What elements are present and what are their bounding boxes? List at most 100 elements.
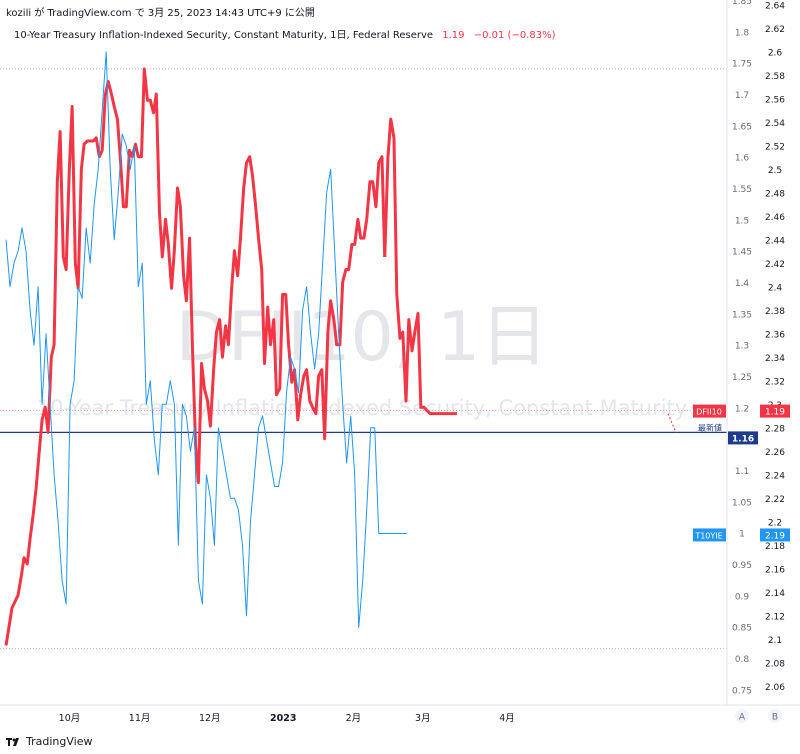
corner-button-label: A [739,713,746,723]
legend-change: −0.01 (−0.83%) [473,30,556,41]
right-tick-label: 2.6 [768,49,783,59]
chart-legend[interactable]: 10-Year Treasury Inflation-Indexed Secur… [14,26,556,41]
left-tick-label: 1.3 [735,342,749,352]
right-tick-label: 2.14 [765,589,785,599]
badge-value-box [760,528,790,542]
right-tick-label: 2.26 [765,448,785,458]
right-tick-label: 2.06 [765,683,785,693]
right-tick-label: 2.32 [765,378,785,388]
left-tick-label: 0.95 [732,561,752,571]
left-price-axis[interactable]: 0.75 0.8 0.85 0.9 0.95 1 1.05 1.1 1.15 1.2 1.25 1.3… [732,0,752,696]
time-tick-label: 2023 [270,713,296,724]
left-tick-label: 1.7 [735,91,749,101]
right-tick-label: 2.62 [765,25,785,35]
footer-brand-text: TradingView [26,735,93,748]
left-tick-label: 1.35 [732,310,752,320]
right-tick-label: 2.54 [765,119,785,129]
time-tick-label: 10月 [59,713,81,724]
right-tick-label: 2.22 [765,495,785,505]
right-tick-label: 2.08 [765,660,785,670]
right-tick-label: 2.1 [768,636,782,646]
footer-brand[interactable]: TradingView [6,735,92,748]
series-dfii10-tail-line [383,117,457,416]
left-tick-label: 1.1 [735,467,749,477]
reference-lines [0,68,727,650]
right-tick-label: 2.36 [765,331,785,341]
left-tick-label: 0.75 [732,686,752,696]
badge-value: 1.19 [765,408,785,418]
badge-value-box [728,431,758,445]
time-axis[interactable]: 10月 11月 12月 2023 2月 3月 4月 [59,713,515,724]
time-tick-label: 11月 [129,713,151,724]
left-tick-label: 1.8 [735,28,750,38]
badge-label: T10YIE [694,531,722,540]
watermark-title: DFII10, 1日 [176,298,549,377]
right-tick-label: 2.12 [765,613,785,623]
right-tick-label: 2.48 [765,190,785,200]
left-tick-label: 1.85 [732,0,752,7]
badge-dfii10: DFII10 1.19 [693,404,790,418]
left-tick-label: 1.65 [732,122,752,132]
left-tick-label: 1.75 [732,60,752,70]
series-t10yie-line [5,51,407,628]
right-tick-label: 2.28 [765,425,785,435]
watermark: DFII10, 1日 10-Year Treasury Inflation-In… [37,298,687,420]
right-tick-label: 2.16 [765,566,785,576]
price-badges: DFII10 1.19 最新値 1.16 T10YIE 2.19 [693,404,790,542]
badge-label-box [693,528,726,542]
corner-button-a[interactable]: A [735,709,749,723]
right-price-axis[interactable]: 2.06 2.08 2.1 2.12 2.14 2.16 2.18 2.2 2.22 2.24 2.… [765,2,785,694]
badge-label: 最新値 [698,422,722,432]
badge-label-box [693,404,726,418]
corner-button-bg [768,709,782,723]
right-tick-label: 2.46 [765,213,785,223]
badge-value: 2.19 [765,531,785,541]
left-tick-label: 0.8 [735,655,750,665]
time-tick-label: 4月 [499,713,515,724]
right-tick-label: 2.24 [765,472,785,482]
left-tick-label: 1.05 [732,498,752,508]
right-tick-label: 2.3 [768,401,782,411]
right-tick-label: 2.58 [765,72,785,82]
badge-value: 1.16 [732,434,754,444]
left-tick-label: 1.15 [732,436,752,446]
left-tick-label: 1.5 [735,216,749,226]
time-tick-label: 12月 [199,713,221,724]
right-tick-label: 2.5 [768,166,782,176]
right-tick-label: 2.64 [765,2,785,12]
left-tick-label: 1.45 [732,248,752,258]
right-tick-label: 2.56 [765,96,785,106]
badge-t10yie: T10YIE 2.19 [693,528,790,542]
left-tick-label: 1.4 [735,279,750,289]
time-tick-label: 2月 [346,713,362,724]
publish-header: kozili が TradingView.com で 3月 25, 2023 1… [6,8,315,19]
right-tick-label: 2.4 [768,284,783,294]
right-tick-label: 2.2 [768,519,782,529]
legend-value: 1.19 [442,30,465,41]
right-tick-label: 2.34 [765,354,785,364]
badge-最新値: 最新値 1.16 [698,422,758,445]
right-tick-label: 2.38 [765,307,785,317]
left-tick-label: 1 [739,530,745,540]
legend-title: 10-Year Treasury Inflation-Indexed Secur… [14,30,434,41]
watermark-subtitle: 10-Year Treasury Inflation-Indexed Secur… [37,396,687,420]
tradingview-logo-icon [6,737,22,747]
right-tick-label: 2.52 [765,143,785,153]
projection-dash [667,413,677,433]
left-tick-label: 1.2 [735,404,749,414]
right-tick-label: 2.44 [765,237,785,247]
left-tick-label: 1.55 [732,185,752,195]
left-tick-label: 0.9 [735,592,750,602]
right-tick-label: 2.42 [765,260,785,270]
corner-button-label: B [772,713,778,723]
right-tick-label: 2.18 [765,542,785,552]
left-tick-label: 1.6 [735,154,750,164]
time-tick-label: 3月 [415,713,431,724]
left-tick-label: 0.85 [732,624,752,634]
left-tick-label: 1.25 [732,373,752,383]
series-dfii10-line [4,67,387,646]
badge-value-box [760,404,790,418]
corner-button-b[interactable]: B [768,709,782,723]
